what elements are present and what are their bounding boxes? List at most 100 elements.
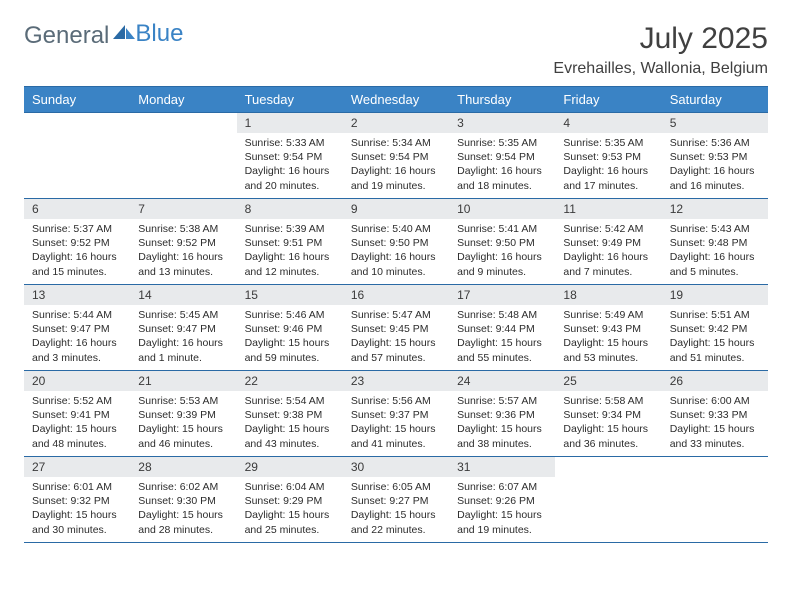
sunrise-line: Sunrise: 6:02 AM <box>138 480 228 494</box>
daylight-line: Daylight: 15 hours and 55 minutes. <box>457 336 547 364</box>
daylight-line: Daylight: 16 hours and 17 minutes. <box>563 164 653 192</box>
calendar-day-cell: 25Sunrise: 5:58 AMSunset: 9:34 PMDayligh… <box>555 371 661 457</box>
calendar-day-cell: 7Sunrise: 5:38 AMSunset: 9:52 PMDaylight… <box>130 199 236 285</box>
sunrise-line: Sunrise: 5:37 AM <box>32 222 122 236</box>
calendar-week-row: 20Sunrise: 5:52 AMSunset: 9:41 PMDayligh… <box>24 371 768 457</box>
calendar-day-cell: 6Sunrise: 5:37 AMSunset: 9:52 PMDaylight… <box>24 199 130 285</box>
day-details: Sunrise: 6:07 AMSunset: 9:26 PMDaylight:… <box>449 477 555 541</box>
sunset-line: Sunset: 9:47 PM <box>32 322 122 336</box>
calendar-day-cell <box>130 113 236 199</box>
sunset-line: Sunset: 9:26 PM <box>457 494 547 508</box>
day-details: Sunrise: 6:02 AMSunset: 9:30 PMDaylight:… <box>130 477 236 541</box>
daylight-line: Daylight: 15 hours and 22 minutes. <box>351 508 441 536</box>
sunrise-line: Sunrise: 5:47 AM <box>351 308 441 322</box>
day-details: Sunrise: 5:56 AMSunset: 9:37 PMDaylight:… <box>343 391 449 455</box>
day-number: 4 <box>555 113 661 133</box>
day-details: Sunrise: 6:04 AMSunset: 9:29 PMDaylight:… <box>237 477 343 541</box>
sunset-line: Sunset: 9:29 PM <box>245 494 335 508</box>
dayhead-tuesday: Tuesday <box>237 87 343 113</box>
sunrise-line: Sunrise: 5:41 AM <box>457 222 547 236</box>
day-details: Sunrise: 6:00 AMSunset: 9:33 PMDaylight:… <box>662 391 768 455</box>
daylight-line: Daylight: 15 hours and 43 minutes. <box>245 422 335 450</box>
sunrise-line: Sunrise: 5:43 AM <box>670 222 760 236</box>
dayhead-wednesday: Wednesday <box>343 87 449 113</box>
sunrise-line: Sunrise: 5:35 AM <box>457 136 547 150</box>
calendar-day-cell: 12Sunrise: 5:43 AMSunset: 9:48 PMDayligh… <box>662 199 768 285</box>
calendar-day-cell: 17Sunrise: 5:48 AMSunset: 9:44 PMDayligh… <box>449 285 555 371</box>
page-header: General Blue July 2025 Evrehailles, Wall… <box>24 22 768 78</box>
sunset-line: Sunset: 9:51 PM <box>245 236 335 250</box>
sunset-line: Sunset: 9:49 PM <box>563 236 653 250</box>
calendar-day-cell: 31Sunrise: 6:07 AMSunset: 9:26 PMDayligh… <box>449 457 555 543</box>
daylight-line: Daylight: 15 hours and 53 minutes. <box>563 336 653 364</box>
calendar-day-cell: 5Sunrise: 5:36 AMSunset: 9:53 PMDaylight… <box>662 113 768 199</box>
day-details: Sunrise: 5:35 AMSunset: 9:54 PMDaylight:… <box>449 133 555 197</box>
dayhead-sunday: Sunday <box>24 87 130 113</box>
sunrise-line: Sunrise: 5:35 AM <box>563 136 653 150</box>
sunset-line: Sunset: 9:27 PM <box>351 494 441 508</box>
daylight-line: Daylight: 15 hours and 28 minutes. <box>138 508 228 536</box>
calendar-day-cell: 16Sunrise: 5:47 AMSunset: 9:45 PMDayligh… <box>343 285 449 371</box>
daylight-line: Daylight: 16 hours and 13 minutes. <box>138 250 228 278</box>
sunset-line: Sunset: 9:50 PM <box>351 236 441 250</box>
sunrise-line: Sunrise: 5:56 AM <box>351 394 441 408</box>
day-number: 11 <box>555 199 661 219</box>
calendar-day-cell: 4Sunrise: 5:35 AMSunset: 9:53 PMDaylight… <box>555 113 661 199</box>
calendar-week-row: 1Sunrise: 5:33 AMSunset: 9:54 PMDaylight… <box>24 113 768 199</box>
sunrise-line: Sunrise: 5:54 AM <box>245 394 335 408</box>
calendar-day-cell: 26Sunrise: 6:00 AMSunset: 9:33 PMDayligh… <box>662 371 768 457</box>
day-details: Sunrise: 5:53 AMSunset: 9:39 PMDaylight:… <box>130 391 236 455</box>
sunset-line: Sunset: 9:34 PM <box>563 408 653 422</box>
daylight-line: Daylight: 16 hours and 20 minutes. <box>245 164 335 192</box>
daylight-line: Daylight: 16 hours and 15 minutes. <box>32 250 122 278</box>
sunset-line: Sunset: 9:46 PM <box>245 322 335 336</box>
daylight-line: Daylight: 15 hours and 48 minutes. <box>32 422 122 450</box>
calendar-day-cell: 29Sunrise: 6:04 AMSunset: 9:29 PMDayligh… <box>237 457 343 543</box>
day-number: 10 <box>449 199 555 219</box>
day-details: Sunrise: 6:05 AMSunset: 9:27 PMDaylight:… <box>343 477 449 541</box>
daylight-line: Daylight: 15 hours and 25 minutes. <box>245 508 335 536</box>
day-details: Sunrise: 5:47 AMSunset: 9:45 PMDaylight:… <box>343 305 449 369</box>
calendar-week-row: 13Sunrise: 5:44 AMSunset: 9:47 PMDayligh… <box>24 285 768 371</box>
day-details: Sunrise: 5:37 AMSunset: 9:52 PMDaylight:… <box>24 219 130 283</box>
day-details: Sunrise: 5:35 AMSunset: 9:53 PMDaylight:… <box>555 133 661 197</box>
day-details: Sunrise: 5:52 AMSunset: 9:41 PMDaylight:… <box>24 391 130 455</box>
day-number: 12 <box>662 199 768 219</box>
sunrise-line: Sunrise: 6:04 AM <box>245 480 335 494</box>
sunset-line: Sunset: 9:32 PM <box>32 494 122 508</box>
calendar-day-cell: 19Sunrise: 5:51 AMSunset: 9:42 PMDayligh… <box>662 285 768 371</box>
calendar-day-cell <box>662 457 768 543</box>
brand-logo: General Blue <box>24 22 183 50</box>
sunrise-line: Sunrise: 5:39 AM <box>245 222 335 236</box>
day-number: 18 <box>555 285 661 305</box>
calendar-day-cell: 8Sunrise: 5:39 AMSunset: 9:51 PMDaylight… <box>237 199 343 285</box>
sunrise-line: Sunrise: 5:46 AM <box>245 308 335 322</box>
sunset-line: Sunset: 9:37 PM <box>351 408 441 422</box>
day-details: Sunrise: 5:45 AMSunset: 9:47 PMDaylight:… <box>130 305 236 369</box>
sunset-line: Sunset: 9:30 PM <box>138 494 228 508</box>
sunrise-line: Sunrise: 5:53 AM <box>138 394 228 408</box>
daylight-line: Daylight: 15 hours and 46 minutes. <box>138 422 228 450</box>
day-number: 17 <box>449 285 555 305</box>
day-number: 23 <box>343 371 449 391</box>
daylight-line: Daylight: 16 hours and 10 minutes. <box>351 250 441 278</box>
day-number: 26 <box>662 371 768 391</box>
daylight-line: Daylight: 15 hours and 51 minutes. <box>670 336 760 364</box>
title-block: July 2025 Evrehailles, Wallonia, Belgium <box>553 22 768 78</box>
calendar-day-cell: 11Sunrise: 5:42 AMSunset: 9:49 PMDayligh… <box>555 199 661 285</box>
calendar-day-cell: 24Sunrise: 5:57 AMSunset: 9:36 PMDayligh… <box>449 371 555 457</box>
daylight-line: Daylight: 15 hours and 41 minutes. <box>351 422 441 450</box>
day-details: Sunrise: 5:57 AMSunset: 9:36 PMDaylight:… <box>449 391 555 455</box>
daylight-line: Daylight: 16 hours and 7 minutes. <box>563 250 653 278</box>
sunrise-line: Sunrise: 6:00 AM <box>670 394 760 408</box>
day-number: 31 <box>449 457 555 477</box>
day-details: Sunrise: 5:33 AMSunset: 9:54 PMDaylight:… <box>237 133 343 197</box>
dayhead-friday: Friday <box>555 87 661 113</box>
day-details: Sunrise: 5:43 AMSunset: 9:48 PMDaylight:… <box>662 219 768 283</box>
calendar-day-cell: 3Sunrise: 5:35 AMSunset: 9:54 PMDaylight… <box>449 113 555 199</box>
day-number: 5 <box>662 113 768 133</box>
day-number: 7 <box>130 199 236 219</box>
calendar-day-cell: 22Sunrise: 5:54 AMSunset: 9:38 PMDayligh… <box>237 371 343 457</box>
calendar-day-cell: 18Sunrise: 5:49 AMSunset: 9:43 PMDayligh… <box>555 285 661 371</box>
calendar-day-cell: 30Sunrise: 6:05 AMSunset: 9:27 PMDayligh… <box>343 457 449 543</box>
